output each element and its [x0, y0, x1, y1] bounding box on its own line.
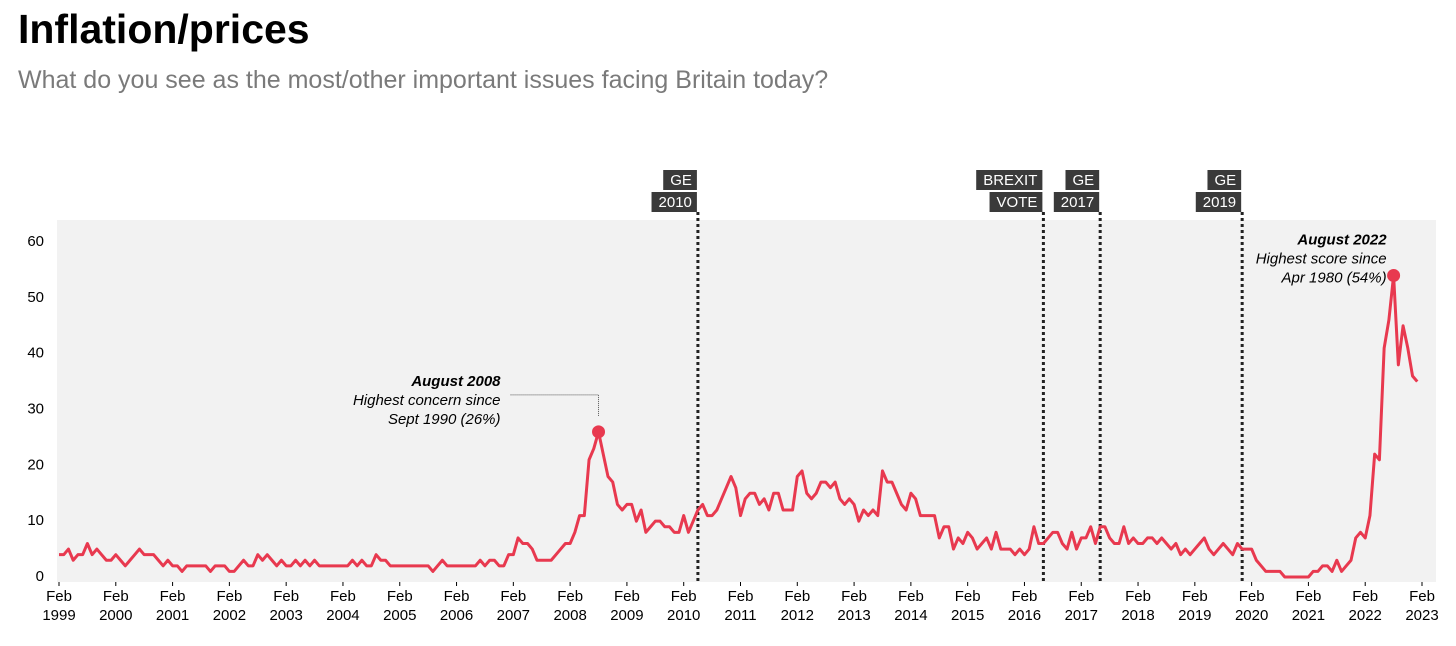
x-tick-label: Feb 2005: [383, 588, 417, 624]
y-tick-label: 60: [27, 233, 44, 250]
chart-title: Inflation/prices: [18, 6, 310, 52]
x-tick-label: Feb 2012: [780, 588, 814, 624]
x-tick-label: Feb 2014: [894, 588, 928, 624]
annotation-text: Highest concern since: [353, 392, 501, 409]
event-label: VOTE: [997, 194, 1038, 211]
annotation-text: Sept 1990 (26%): [388, 411, 501, 428]
annotation-text: Apr 1980 (54%): [1281, 269, 1387, 286]
x-tick-label: Feb 2007: [496, 588, 531, 624]
y-tick-label: 40: [27, 345, 44, 362]
event-label: 2017: [1061, 194, 1094, 211]
x-tick-label: Feb 2018: [1121, 588, 1155, 624]
x-tick-label: Feb 1999: [42, 588, 76, 624]
y-tick-label: 20: [27, 456, 44, 473]
event-label: 2010: [659, 194, 692, 211]
event-label-box: [1195, 192, 1242, 212]
event-label-box: [1053, 192, 1100, 212]
event-label-box: [651, 192, 697, 212]
x-tick-label: Feb 2000: [99, 588, 133, 624]
y-tick-label: 30: [27, 400, 44, 417]
x-tick-label: Feb 2013: [837, 588, 871, 624]
x-tick-label: Feb 2002: [212, 588, 247, 624]
x-tick-label: Feb 2011: [724, 588, 757, 624]
peak-marker: [1387, 269, 1401, 282]
event-label-box: [976, 170, 1043, 190]
x-tick-label: Feb 2017: [1064, 588, 1098, 624]
chart-subtitle: What do you see as the most/other import…: [18, 66, 829, 94]
y-tick-label: 50: [27, 289, 44, 306]
x-tick-label: Feb 2023: [1405, 588, 1439, 624]
plot-background: [57, 220, 1436, 582]
event-label: GE: [1072, 172, 1094, 189]
x-tick-label: Feb 2006: [439, 588, 474, 624]
x-tick-label: Feb 2016: [1007, 588, 1042, 624]
event-label: BREXIT: [983, 172, 1037, 189]
x-tick-label: Feb 2021: [1291, 588, 1326, 624]
event-label-box: [1207, 170, 1242, 190]
event-label-box: [663, 170, 697, 190]
event-label: GE: [1214, 172, 1236, 189]
x-tick-label: Feb 2010: [667, 588, 701, 624]
x-tick-label: Feb 2008: [553, 588, 587, 624]
x-tick-label: Feb 2004: [326, 588, 360, 624]
event-label-box: [1065, 170, 1100, 190]
event-label: 2019: [1203, 194, 1236, 211]
y-tick-label: 10: [27, 512, 44, 529]
data-line: [59, 274, 1419, 579]
x-tick-label: Feb 2009: [610, 588, 644, 624]
event-label: GE: [670, 172, 692, 189]
x-tick-label: Feb 2020: [1234, 588, 1269, 624]
event-label-box: [989, 192, 1043, 212]
x-tick-label: Feb 2003: [269, 588, 303, 624]
peak-marker: [592, 425, 606, 439]
annotation-title: August 2022: [1296, 231, 1387, 248]
x-tick-label: Feb 2022: [1348, 588, 1382, 624]
annotation-title: August 2008: [410, 373, 501, 390]
annotation-text: Highest score since: [1256, 250, 1387, 267]
x-tick-label: Feb 2015: [950, 588, 985, 624]
y-tick-label: 0: [36, 568, 44, 585]
x-tick-label: Feb 2019: [1178, 588, 1212, 624]
x-tick-label: Feb 2001: [155, 588, 190, 624]
